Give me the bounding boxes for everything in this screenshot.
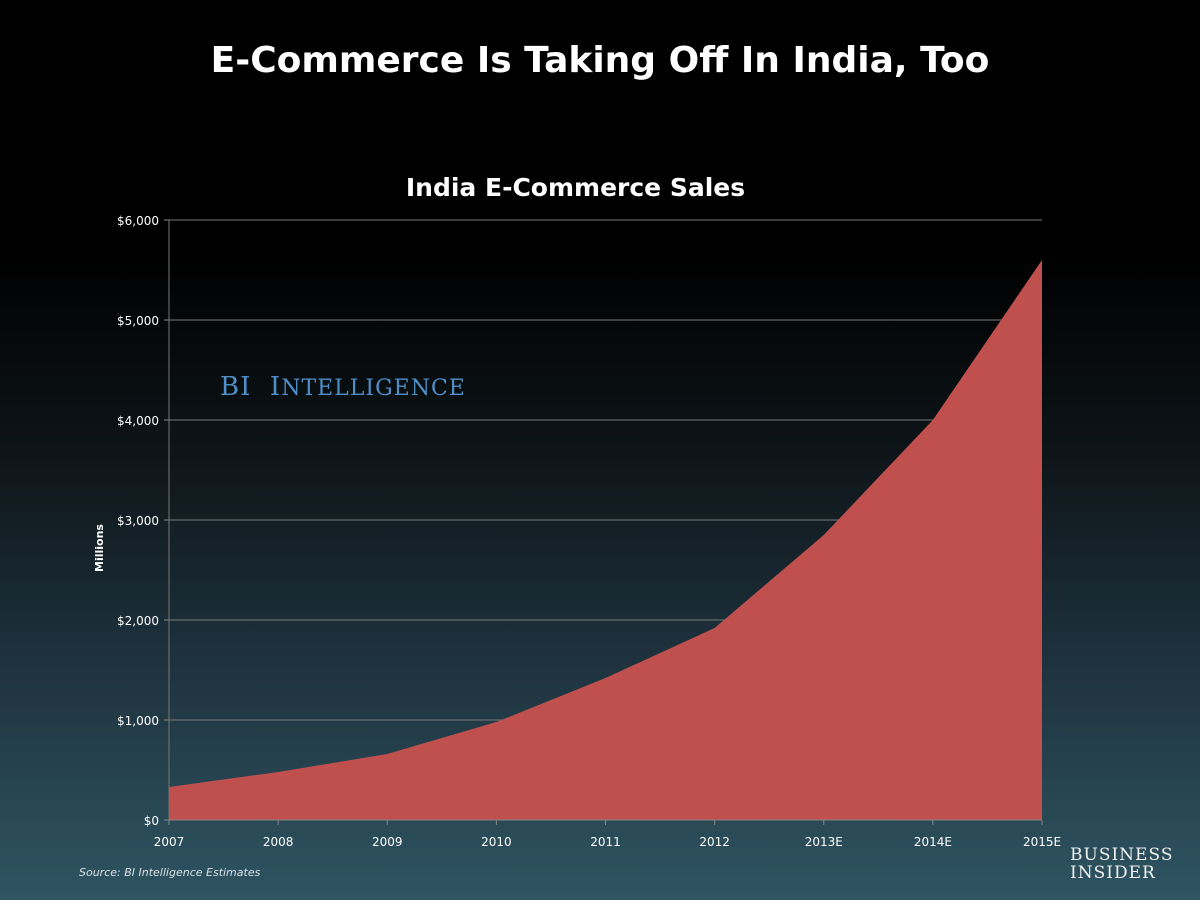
chart-title: India E-Commerce Sales <box>406 173 745 202</box>
y-tick-label: $5,000 <box>117 314 159 328</box>
page-title: E-Commerce Is Taking Off In India, Too <box>210 40 990 81</box>
logo-line-2: Insider <box>1070 863 1156 883</box>
x-tick-label: 2013E <box>805 835 843 849</box>
y-tick-label: $6,000 <box>117 214 159 228</box>
source-note: Source: BI Intelligence Estimates <box>79 866 261 879</box>
x-tick-label: 2009 <box>372 835 403 849</box>
y-tick-label: $3,000 <box>117 514 159 528</box>
y-tick-label: $1,000 <box>117 714 159 728</box>
business-insider-logo: Business Insider <box>1070 846 1173 882</box>
x-tick-label: 2014E <box>914 835 952 849</box>
x-tick-label: 2007 <box>154 835 185 849</box>
bi-intelligence-watermark: BI INTELLIGENCE <box>220 372 466 402</box>
x-tick-label: 2011 <box>590 835 621 849</box>
y-tick-label: $4,000 <box>117 414 159 428</box>
logo-line-1: Business <box>1070 845 1174 865</box>
y-tick-label: $0 <box>144 814 159 828</box>
y-tick-label: $2,000 <box>117 614 159 628</box>
x-tick-label: 2012 <box>699 835 730 849</box>
x-tick-label: 2010 <box>481 835 512 849</box>
y-axis-label: Millions <box>93 524 106 572</box>
x-tick-label: 2015E <box>1023 835 1061 849</box>
sales-area <box>169 260 1042 820</box>
x-tick-label: 2008 <box>263 835 294 849</box>
